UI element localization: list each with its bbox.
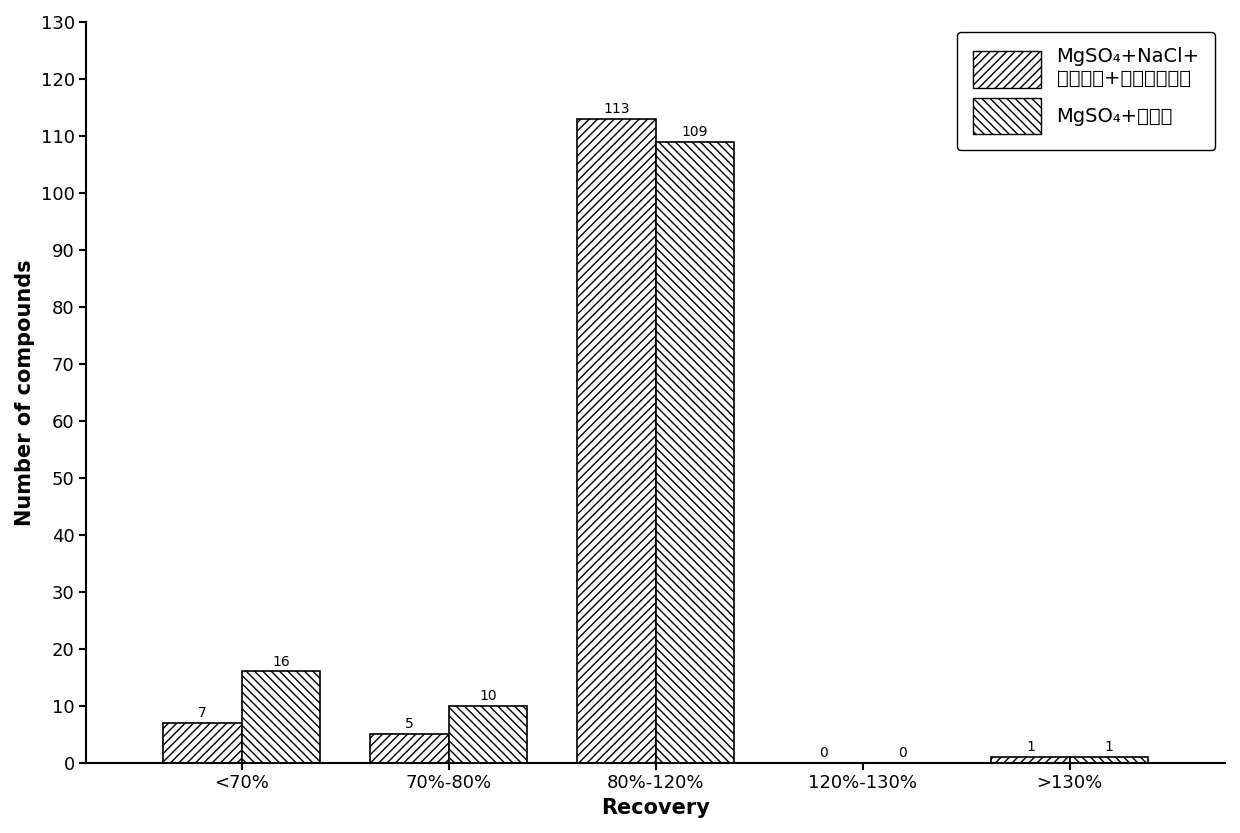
Bar — [449, 706, 527, 763]
Legend: MgSO₄+NaCl+
柠橬酸钉+柠橬酸二钉盐, MgSO₄+乙酸钉: MgSO₄+NaCl+ 柠橬酸钉+柠橬酸二钉盐, MgSO₄+乙酸钉 — [957, 32, 1215, 150]
Bar — [991, 757, 1070, 763]
Text: 16: 16 — [273, 655, 290, 669]
Text: 109: 109 — [682, 125, 708, 139]
Text: 5: 5 — [405, 717, 414, 731]
Text: 0: 0 — [820, 746, 828, 760]
Text: 1: 1 — [1025, 740, 1035, 754]
Bar — [242, 671, 320, 763]
Bar — [1070, 757, 1148, 763]
Bar — [164, 723, 242, 763]
Text: 0: 0 — [898, 746, 906, 760]
Text: 7: 7 — [198, 706, 207, 720]
Bar — [370, 734, 449, 763]
Text: 1: 1 — [1105, 740, 1114, 754]
Bar — [577, 119, 656, 763]
Bar — [656, 142, 734, 763]
Text: 10: 10 — [479, 689, 497, 703]
Y-axis label: Number of compounds: Number of compounds — [15, 259, 35, 526]
Text: 113: 113 — [603, 102, 630, 116]
X-axis label: Recovery: Recovery — [601, 798, 711, 818]
